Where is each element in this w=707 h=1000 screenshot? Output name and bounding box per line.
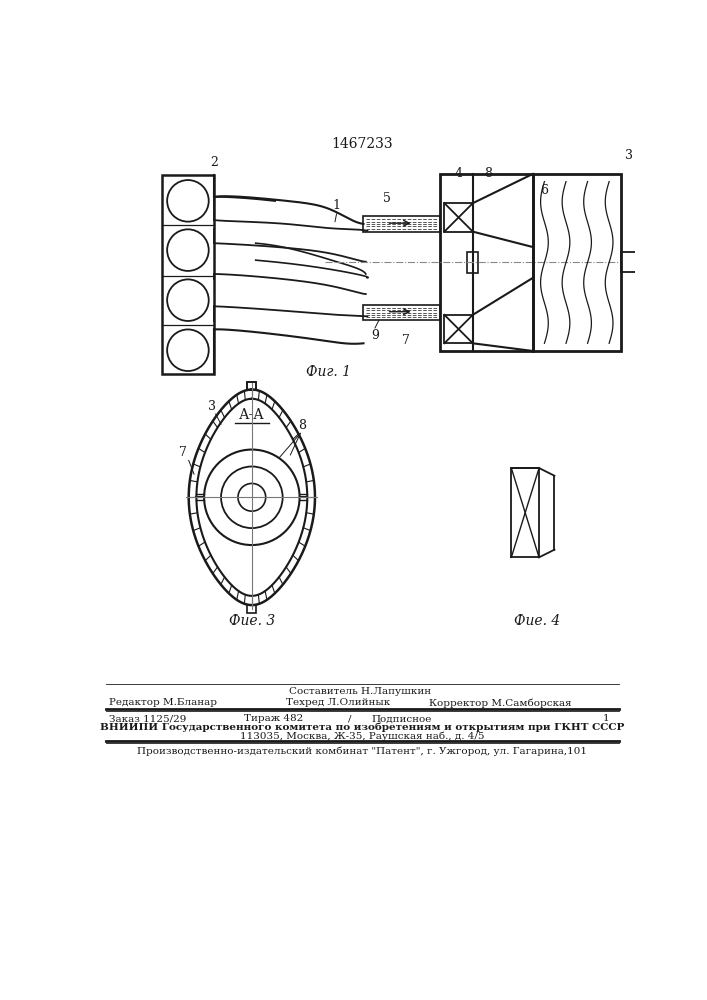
Bar <box>363 305 440 320</box>
Bar <box>467 252 478 273</box>
Text: Фие. 3: Фие. 3 <box>229 614 275 628</box>
Text: 9: 9 <box>371 329 379 342</box>
Circle shape <box>238 483 266 511</box>
Bar <box>533 174 621 351</box>
Text: Заказ 1125/29: Заказ 1125/29 <box>110 714 187 723</box>
Text: 1467233: 1467233 <box>331 137 393 151</box>
Text: Тираж 482: Тираж 482 <box>244 714 303 723</box>
Text: А-А: А-А <box>239 408 264 422</box>
Text: /: / <box>348 714 351 723</box>
Text: 8: 8 <box>484 167 492 180</box>
Text: Техред Л.Олийнык: Техред Л.Олийнык <box>286 698 391 707</box>
Text: 3: 3 <box>625 149 633 162</box>
Text: 8: 8 <box>298 419 306 432</box>
Circle shape <box>204 450 300 545</box>
Bar <box>444 203 473 232</box>
Text: 7: 7 <box>179 446 187 459</box>
Text: 3: 3 <box>208 400 216 413</box>
Text: 4: 4 <box>455 167 462 180</box>
Bar <box>363 216 440 232</box>
Bar <box>621 252 646 272</box>
Text: Фие. 4: Фие. 4 <box>513 614 560 628</box>
Bar <box>247 382 257 389</box>
Text: Составитель Н.Лапушкин: Составитель Н.Лапушкин <box>288 687 431 696</box>
Text: Корректор М.Самборская: Корректор М.Самборская <box>429 698 571 708</box>
Text: 5: 5 <box>382 192 390 205</box>
Bar <box>444 315 473 343</box>
Text: 1: 1 <box>603 714 610 723</box>
Text: 7: 7 <box>402 334 410 347</box>
Text: 6: 6 <box>540 184 549 197</box>
Bar <box>247 605 257 613</box>
Text: Фиг. 1: Фиг. 1 <box>306 365 351 379</box>
Bar <box>440 174 533 351</box>
Bar <box>247 382 257 389</box>
Text: Производственно-издательский комбинат "Патент", г. Ужгород, ул. Гагарина,101: Производственно-издательский комбинат "П… <box>137 746 587 756</box>
Text: 2: 2 <box>210 156 218 169</box>
Text: Подписное: Подписное <box>371 714 431 723</box>
Text: Редактор М.Бланар: Редактор М.Бланар <box>110 698 217 707</box>
Text: 1: 1 <box>332 199 341 212</box>
Text: ВНИИПИ Государственного комитета по изобретениям и открытиям при ГКНТ СССР: ВНИИПИ Государственного комитета по изоб… <box>100 723 624 732</box>
Bar <box>162 175 214 374</box>
Text: 113035, Москва, Ж-35, Раушская наб., д. 4/5: 113035, Москва, Ж-35, Раушская наб., д. … <box>240 731 484 741</box>
Circle shape <box>221 466 283 528</box>
